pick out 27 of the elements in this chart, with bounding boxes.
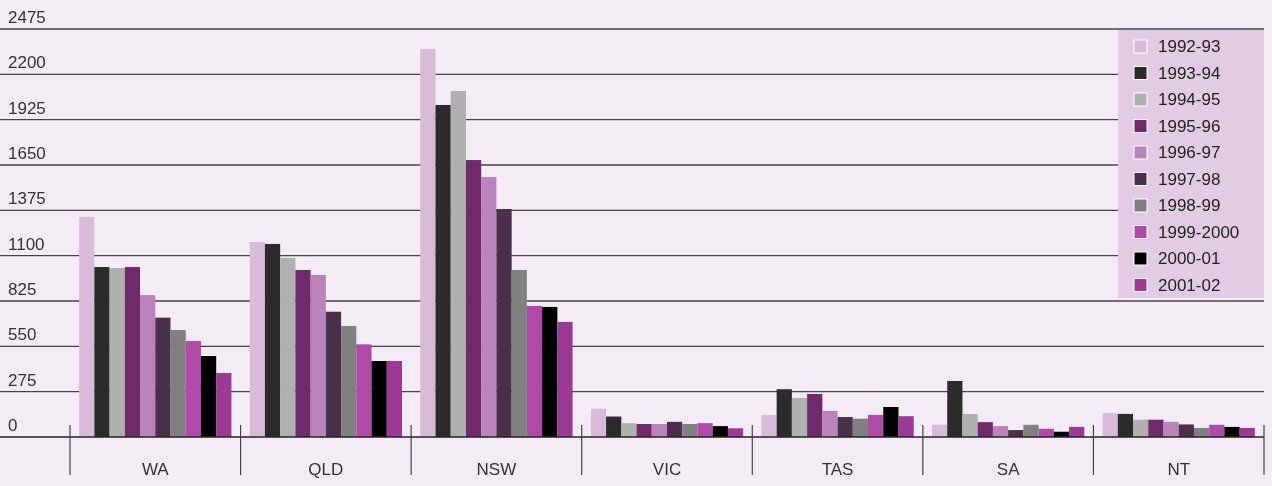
y-tick-label: 0 (8, 416, 18, 435)
legend-label: 1994-95 (1158, 90, 1221, 109)
y-tick-label: 2200 (8, 53, 46, 73)
x-tick-label: SA (996, 460, 1021, 479)
y-tick-label: 1925 (8, 98, 46, 118)
y-tick-label: 1650 (8, 144, 46, 163)
legend-label: 1996-97 (1158, 143, 1221, 162)
x-tick-label: TAS (821, 460, 854, 479)
x-tick-label: WA (141, 460, 170, 479)
legend-label: 1995-96 (1158, 116, 1221, 136)
y-tick-label: 550 (8, 325, 37, 345)
y-tick-label: 825 (8, 280, 37, 299)
y-tick-label: 1375 (8, 189, 46, 209)
legend-label: 1993-94 (1158, 63, 1221, 83)
legend-label: 1997-98 (1158, 169, 1221, 189)
x-tick-label: VIC (652, 460, 682, 479)
y-tick-label: 275 (8, 370, 37, 390)
legend-label: 2000-01 (1158, 249, 1221, 268)
legend-label: 1998-99 (1158, 196, 1221, 215)
x-tick-label: QLD (308, 460, 344, 479)
legend-label: 2001-02 (1158, 275, 1221, 295)
y-tick-label: 2475 (8, 8, 46, 27)
legend-label: 1999-2000 (1158, 222, 1240, 242)
legend-label: 1992-93 (1158, 37, 1221, 56)
x-tick-label: NT (1167, 460, 1191, 479)
y-tick-label: 1100 (8, 234, 45, 254)
x-tick-label: NSW (476, 460, 517, 479)
